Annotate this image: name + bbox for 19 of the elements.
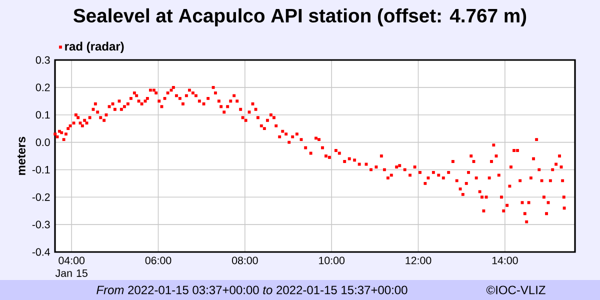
y-tick-label: 0.3 — [36, 56, 50, 64]
y-tick-label: -0.2 — [32, 193, 50, 201]
legend-label: rad (radar) — [65, 42, 124, 53]
x-tick-label: 10:00 — [319, 256, 345, 264]
x-tick-label: 12:00 — [406, 256, 432, 264]
x-tick-label: 14:00 — [492, 256, 518, 264]
x-tick-label: 06:00 — [145, 256, 172, 264]
y-tick-label: -0.1 — [32, 166, 50, 174]
y-tick-label: 0.0 — [36, 138, 50, 146]
text: From 2022-01-15 03:37+00:00 to 2022-01-15 15:37+00:00 — [96, 286, 408, 294]
x-tick-label: 04:00 Jan 15 — [55, 256, 88, 277]
text: ©IOC-VLIZ — [486, 286, 546, 294]
y-tick-label: 0.2 — [36, 84, 50, 92]
x-tick-label: 08:00 — [232, 256, 258, 264]
y-axis-title: meters — [17, 136, 26, 175]
y-tick-label: 0.1 — [36, 111, 50, 119]
chart-title: Sealevel at Acapulco API station (offset: 4.767 m) — [74, 8, 526, 26]
y-tick-label: -0.4 — [32, 248, 50, 256]
y-tick-label: -0.3 — [32, 220, 50, 228]
